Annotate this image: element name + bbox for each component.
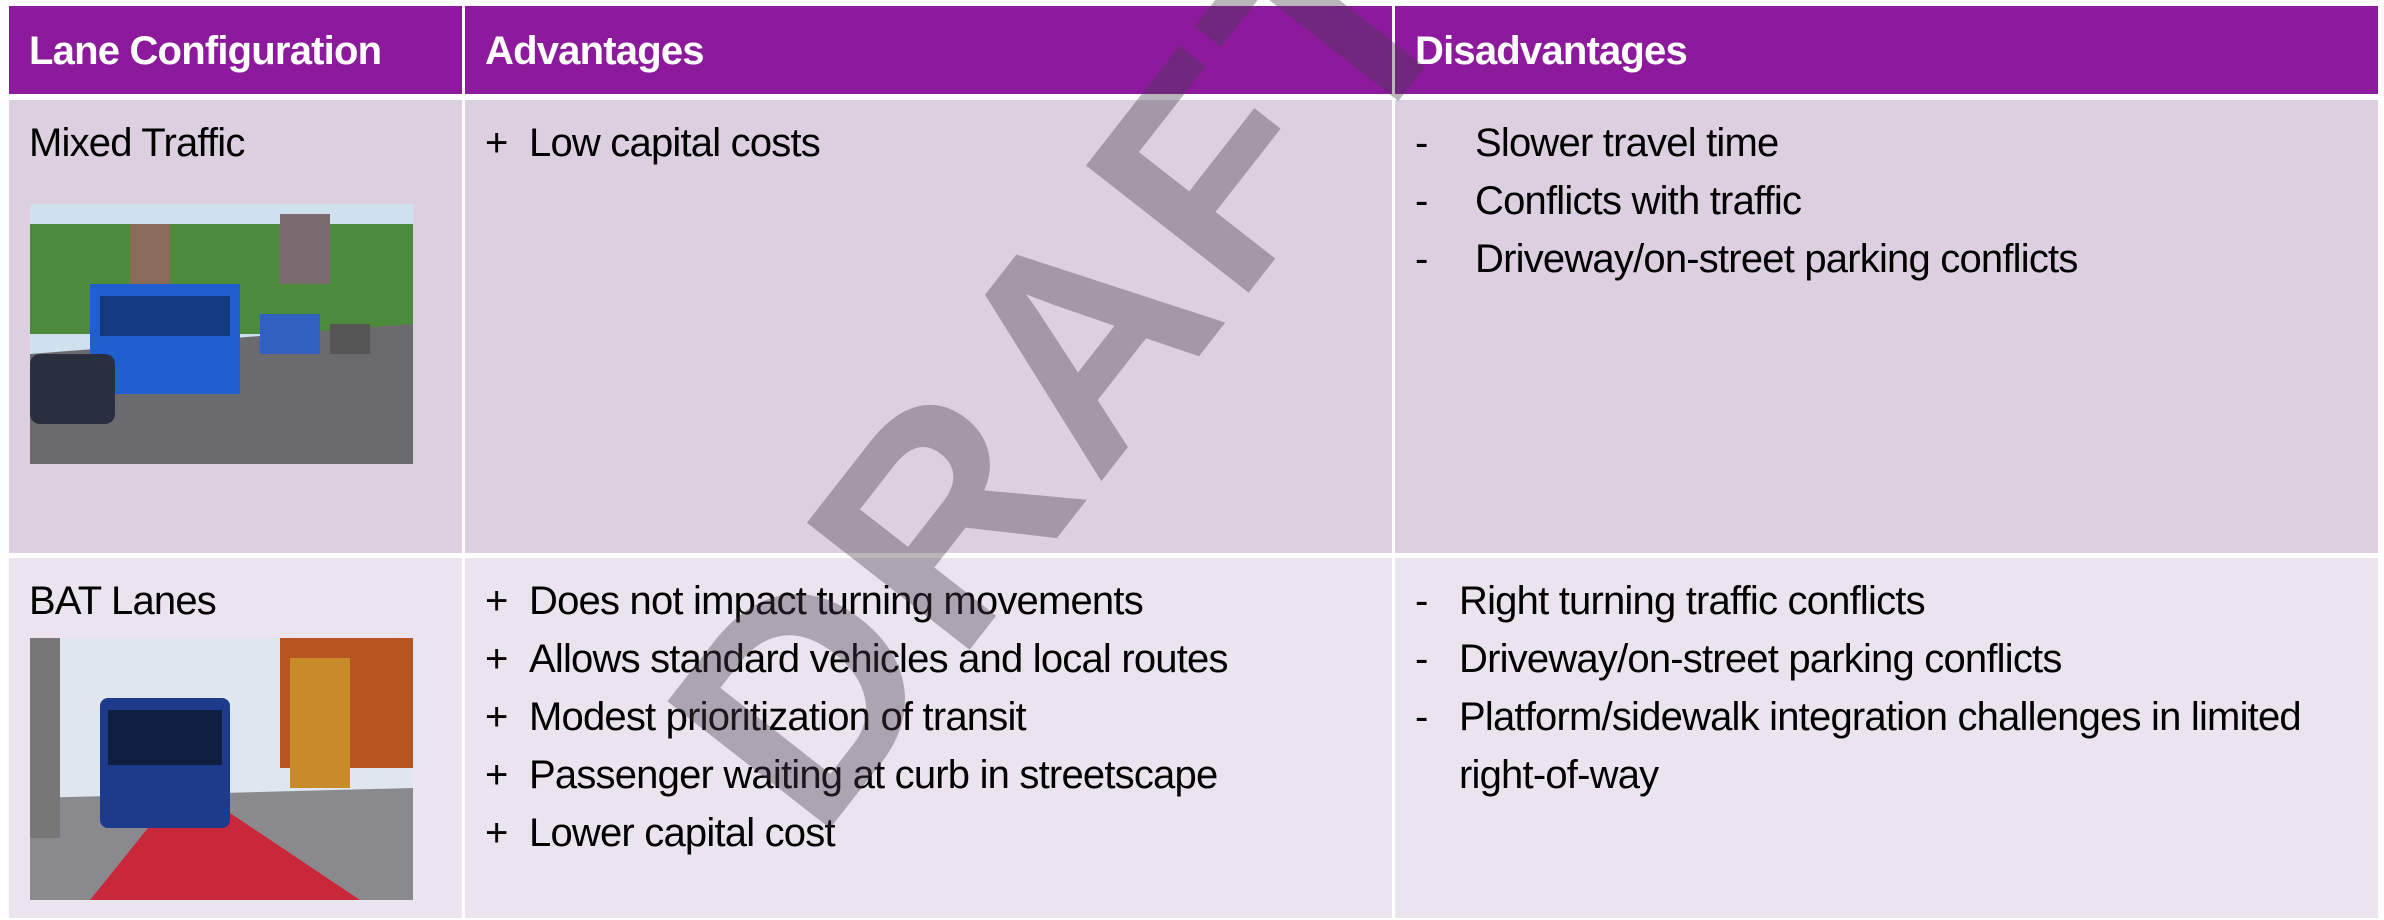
list-item: - Slower travel time bbox=[1415, 114, 2358, 172]
item-text: Lower capital cost bbox=[529, 811, 836, 855]
bullet-marker: + bbox=[485, 811, 508, 855]
bullet-marker: - bbox=[1415, 179, 1428, 223]
item-text: Slower travel time bbox=[1475, 121, 1779, 165]
item-text: Does not impact turning movements bbox=[529, 579, 1144, 623]
label-text: BAT Lanes bbox=[29, 579, 217, 623]
disadvantages-cell: - Slower travel time - Conflicts with traff… bbox=[1395, 100, 2378, 553]
list-item: + Allows standard vehicles and local rout… bbox=[485, 630, 1372, 688]
list-item: + Modest prioritization of transit bbox=[485, 688, 1372, 746]
bullet-marker: - bbox=[1415, 579, 1428, 623]
bullet-marker: + bbox=[485, 121, 508, 165]
mixed-traffic-photo bbox=[30, 204, 413, 464]
bullet-marker: - bbox=[1415, 637, 1428, 681]
item-text: Platform/sidewalk integration challenges… bbox=[1459, 695, 2302, 797]
bullet-marker: - bbox=[1415, 695, 1428, 739]
bullet-marker: - bbox=[1415, 121, 1428, 165]
label-text: Mixed Traffic bbox=[29, 121, 245, 165]
item-text: Modest prioritization of transit bbox=[529, 695, 1027, 739]
item-text: Conflicts with traffic bbox=[1475, 179, 1802, 223]
header-cell: Disadvantages bbox=[1395, 6, 2378, 94]
list-item: + Does not impact turning movements bbox=[485, 572, 1372, 630]
bullet-marker: - bbox=[1415, 237, 1428, 281]
list-item: + Passenger waiting at curb in streetscap… bbox=[485, 746, 1372, 804]
bat-lanes-photo bbox=[30, 638, 413, 900]
bullet-marker: + bbox=[485, 579, 508, 623]
item-text: Driveway/on-street parking conflicts bbox=[1459, 637, 2062, 681]
item-text: Allows standard vehicles and local route… bbox=[529, 637, 1229, 681]
bullet-marker: + bbox=[485, 637, 508, 681]
bullet-marker: + bbox=[485, 753, 508, 797]
item-text: Passenger waiting at curb in streetscape bbox=[529, 753, 1218, 797]
list-item: + Low capital costs bbox=[485, 114, 1372, 172]
advantages-cell: + Low capital costs bbox=[465, 100, 1392, 553]
bullet-marker: + bbox=[485, 695, 508, 739]
item-text: Right turning traffic conflicts bbox=[1459, 579, 1926, 623]
list-item: - Right turning traffic conflicts bbox=[1415, 572, 2358, 630]
list-item: - Conflicts with traffic bbox=[1415, 172, 2358, 230]
item-text: Low capital costs bbox=[529, 121, 821, 165]
list-item: - Platform/sidewalk integration challenge… bbox=[1415, 688, 2358, 804]
header-cell: Advantages bbox=[465, 6, 1392, 94]
list-item: - Driveway/on-street parking conflicts bbox=[1415, 630, 2358, 688]
disadvantages-cell: - Right turning traffic conflicts - Drivewa… bbox=[1395, 558, 2378, 918]
item-text: Driveway/on-street parking conflicts bbox=[1475, 237, 2078, 281]
list-item: + Lower capital cost bbox=[485, 804, 1372, 862]
advantages-cell: + Does not impact turning movements + Allow… bbox=[465, 558, 1392, 918]
header-cell: Lane Configuration bbox=[9, 6, 462, 94]
list-item: - Driveway/on-street parking conflicts bbox=[1415, 230, 2358, 288]
